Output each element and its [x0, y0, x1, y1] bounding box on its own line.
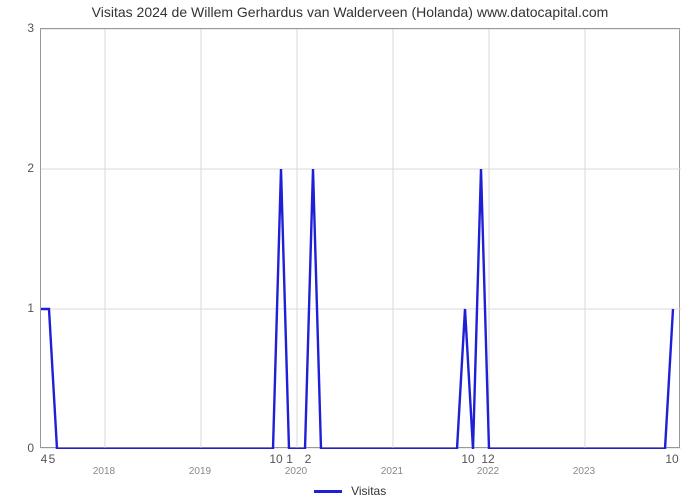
chart-container: Visitas 2024 de Willem Gerhardus van Wal… — [0, 0, 700, 500]
x-year-label: 2018 — [93, 466, 115, 477]
x-year-label: 2019 — [189, 466, 211, 477]
x-minor-label: 10 — [461, 452, 474, 466]
x-minor-label: 2 — [305, 452, 312, 466]
x-minor-label: 12 — [481, 452, 494, 466]
x-year-label: 2023 — [573, 466, 595, 477]
x-year-label: 2020 — [285, 466, 307, 477]
x-minor-label: 10 — [665, 452, 678, 466]
x-minor-label: 1 — [286, 452, 293, 466]
legend-label: Visitas — [351, 484, 386, 498]
y-tick-label: 2 — [4, 161, 34, 175]
plot-area — [40, 28, 680, 448]
chart-title: Visitas 2024 de Willem Gerhardus van Wal… — [0, 4, 700, 20]
x-minor-label: 4 — [41, 452, 48, 466]
x-year-label: 2021 — [381, 466, 403, 477]
legend: Visitas — [0, 484, 700, 498]
plot-svg — [41, 29, 681, 449]
y-tick-label: 1 — [4, 301, 34, 315]
y-tick-label: 0 — [4, 441, 34, 455]
x-year-label: 2022 — [477, 466, 499, 477]
x-minor-label: 10 — [269, 452, 282, 466]
legend-line-icon — [314, 490, 342, 493]
y-tick-label: 3 — [4, 21, 34, 35]
x-minor-label: 5 — [49, 452, 56, 466]
